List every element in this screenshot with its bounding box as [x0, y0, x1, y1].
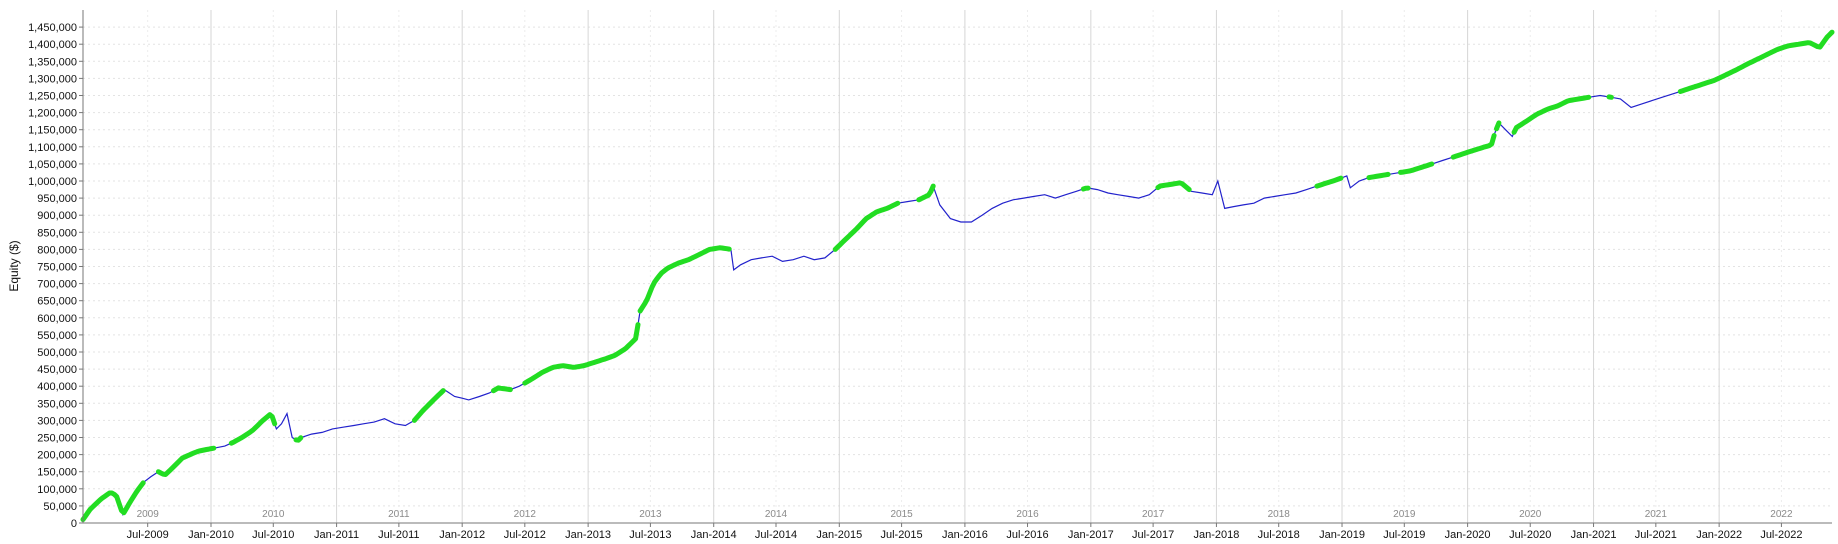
- new-high-segment: [411, 388, 446, 423]
- new-high-segment: [1314, 175, 1344, 189]
- x-tick-label: Jul-2022: [1760, 529, 1802, 541]
- x-tick-label: Jul-2010: [252, 529, 294, 541]
- year-label: 2014: [765, 509, 788, 520]
- x-tick-label: Jul-2019: [1383, 529, 1425, 541]
- new-high-segment: [832, 200, 901, 252]
- year-label: 2017: [1142, 509, 1165, 520]
- y-tick-label: 1,000,000: [28, 176, 77, 188]
- x-tick-label: Jul-2018: [1258, 529, 1300, 541]
- new-high-segment: [155, 445, 217, 477]
- x-tick-label: Jul-2013: [629, 529, 671, 541]
- new-high-segment: [491, 385, 513, 394]
- x-tick-label: Jan-2011: [314, 529, 359, 541]
- gridlines: [83, 10, 1832, 524]
- x-tick-label: Jan-2018: [1193, 529, 1239, 541]
- y-tick-label: 1,100,000: [28, 142, 77, 154]
- year-label: 2021: [1645, 509, 1668, 520]
- year-labels: 2009 2010 2011 2012 2013 2014 2015 2016 2017 2018…: [137, 509, 1793, 520]
- y-tick-label: 750,000: [37, 262, 77, 274]
- new-high-segment: [228, 412, 278, 446]
- x-tick-label: Jul-2016: [1006, 529, 1048, 541]
- y-tick-label: 450,000: [37, 364, 77, 376]
- x-tick-label: Jul-2012: [504, 529, 546, 541]
- x-axis-ticks: Jul-2009 Jan-2010 Jul-2010 Jan-2011 Jul-2011…: [127, 523, 1803, 541]
- y-tick-label: 1,250,000: [28, 91, 77, 103]
- y-tick-label: 100,000: [37, 484, 77, 496]
- x-tick-label: Jul-2017: [1132, 529, 1174, 541]
- y-tick-label: 1,200,000: [28, 108, 77, 120]
- new-high-segment: [293, 435, 304, 443]
- x-tick-label: Jul-2021: [1635, 529, 1677, 541]
- x-tick-label: Jan-2013: [565, 529, 611, 541]
- new-high-markers: [80, 29, 1835, 523]
- new-high-segment: [1494, 120, 1502, 132]
- y-tick-label: 300,000: [37, 415, 77, 427]
- y-tick-label: 500,000: [37, 347, 77, 359]
- new-high-segment: [1155, 180, 1192, 193]
- y-tick-label: 150,000: [37, 467, 77, 479]
- y-axis-ticks: 0 50,000 100,000 150,000 200,000 250,000 300,0…: [28, 22, 83, 530]
- y-tick-label: 1,350,000: [28, 56, 77, 68]
- y-tick-label: 1,050,000: [28, 159, 77, 171]
- y-tick-label: 650,000: [37, 296, 77, 308]
- x-tick-label: Jan-2021: [1571, 529, 1617, 541]
- new-high-segment: [1511, 94, 1592, 135]
- x-tick-label: Jan-2014: [691, 529, 737, 541]
- y-tick-label: 350,000: [37, 398, 77, 410]
- year-label: 2013: [639, 509, 662, 520]
- new-high-segment: [1398, 161, 1435, 175]
- x-tick-label: Jan-2012: [439, 529, 485, 541]
- y-tick-label: 1,150,000: [28, 125, 77, 137]
- year-label: 2010: [262, 509, 285, 520]
- year-label: 2009: [137, 509, 160, 520]
- new-high-segment: [1450, 133, 1497, 160]
- y-tick-label: 50,000: [43, 501, 77, 513]
- year-label: 2016: [1016, 509, 1039, 520]
- year-label: 2019: [1393, 509, 1416, 520]
- new-high-segment: [522, 322, 641, 386]
- x-tick-label: Jan-2015: [816, 529, 862, 541]
- new-high-segment: [1677, 29, 1835, 94]
- y-tick-label: 700,000: [37, 279, 77, 291]
- x-tick-label: Jul-2009: [127, 529, 169, 541]
- y-tick-label: 600,000: [37, 313, 77, 325]
- y-tick-label: 250,000: [37, 433, 77, 445]
- year-label: 2011: [388, 509, 410, 520]
- new-high-segment: [637, 245, 732, 314]
- x-tick-label: Jan-2017: [1068, 529, 1114, 541]
- y-tick-label: 900,000: [37, 210, 77, 222]
- new-high-segment: [1080, 185, 1091, 192]
- x-tick-label: Jul-2014: [755, 529, 797, 541]
- y-tick-label: 0: [71, 518, 77, 530]
- x-tick-label: Jan-2010: [188, 529, 234, 541]
- x-tick-label: Jul-2011: [378, 529, 419, 541]
- y-tick-label: 400,000: [37, 381, 77, 393]
- x-tick-label: Jan-2022: [1696, 529, 1742, 541]
- x-tick-label: Jan-2019: [1319, 529, 1365, 541]
- new-high-segment: [1366, 171, 1391, 181]
- year-label: 2020: [1519, 509, 1542, 520]
- year-label: 2018: [1268, 509, 1291, 520]
- x-tick-label: Jan-2016: [942, 529, 988, 541]
- new-high-segment: [80, 480, 146, 523]
- y-tick-label: 1,450,000: [28, 22, 77, 34]
- y-tick-label: 950,000: [37, 193, 77, 205]
- year-label: 2022: [1770, 509, 1793, 520]
- y-tick-label: 800,000: [37, 244, 77, 256]
- y-tick-label: 850,000: [37, 227, 77, 239]
- x-tick-label: Jul-2020: [1509, 529, 1551, 541]
- y-tick-label: 200,000: [37, 450, 77, 462]
- year-label: 2015: [890, 509, 913, 520]
- y-tick-label: 550,000: [37, 330, 77, 342]
- x-tick-label: Jan-2020: [1445, 529, 1491, 541]
- y-tick-label: 1,300,000: [28, 73, 77, 85]
- x-tick-label: Jul-2015: [880, 529, 922, 541]
- y-tick-label: 1,400,000: [28, 39, 77, 51]
- y-axis-label: Equity ($): [7, 240, 21, 291]
- new-high-segment: [916, 183, 936, 203]
- year-label: 2012: [514, 509, 537, 520]
